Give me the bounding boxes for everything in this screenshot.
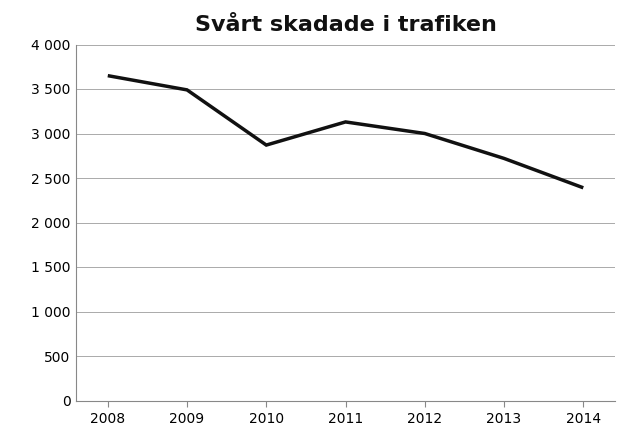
Title: Svårt skadade i trafiken: Svårt skadade i trafiken [195, 15, 496, 35]
